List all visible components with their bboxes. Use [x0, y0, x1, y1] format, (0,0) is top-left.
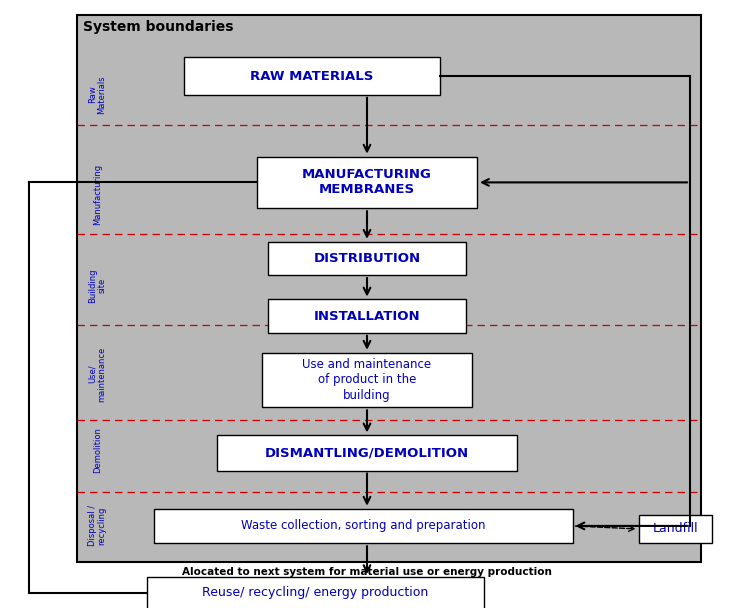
FancyBboxPatch shape	[268, 300, 466, 333]
FancyBboxPatch shape	[268, 241, 466, 275]
Text: DISMANTLING/DEMOLITION: DISMANTLING/DEMOLITION	[265, 446, 469, 460]
Text: MANUFACTURING
MEMBRANES: MANUFACTURING MEMBRANES	[302, 168, 432, 196]
Text: RAW MATERIALS: RAW MATERIALS	[250, 69, 374, 83]
Text: Reuse/ recycling/ energy production: Reuse/ recycling/ energy production	[203, 586, 429, 599]
Text: Alocated to next system for material use or energy production: Alocated to next system for material use…	[182, 567, 552, 577]
Text: Waste collection, sorting and preparation: Waste collection, sorting and preparatio…	[241, 519, 486, 533]
Text: Use and maintenance
of product in the
building: Use and maintenance of product in the bu…	[302, 359, 432, 401]
Text: System boundaries: System boundaries	[83, 20, 233, 34]
Text: Building
site: Building site	[88, 269, 106, 303]
FancyBboxPatch shape	[257, 157, 477, 208]
FancyBboxPatch shape	[77, 15, 701, 562]
Text: Manufacturing: Manufacturing	[92, 164, 102, 225]
FancyBboxPatch shape	[263, 353, 471, 407]
FancyBboxPatch shape	[184, 57, 440, 95]
Text: Raw
Materials: Raw Materials	[88, 75, 106, 114]
Text: Disposal /
recycling: Disposal / recycling	[88, 505, 106, 547]
Text: DISTRIBUTION: DISTRIBUTION	[313, 252, 421, 265]
FancyBboxPatch shape	[147, 577, 484, 608]
Text: Demolition: Demolition	[92, 427, 102, 473]
FancyBboxPatch shape	[639, 515, 712, 542]
FancyBboxPatch shape	[154, 508, 573, 544]
FancyBboxPatch shape	[217, 435, 517, 471]
Text: Use/
maintenance: Use/ maintenance	[88, 347, 106, 401]
Text: Landfill: Landfill	[653, 522, 698, 536]
Text: INSTALLATION: INSTALLATION	[313, 309, 421, 323]
